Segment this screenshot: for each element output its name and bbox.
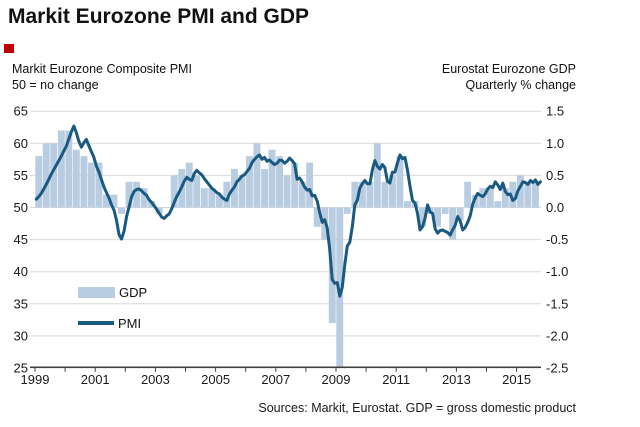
x-tick-label: 2009 xyxy=(322,372,351,387)
left-axis-subtitle-line2: 50 = no change xyxy=(12,78,99,92)
left-tick-label: 40 xyxy=(14,264,28,279)
left-tick-label: 60 xyxy=(14,136,28,151)
left-tick-label: 55 xyxy=(14,168,28,183)
right-axis-subtitle-line1: Eurostat Eurozone GDP xyxy=(441,62,576,76)
x-tick-label: 2007 xyxy=(261,372,290,387)
gdp-bar-swatch-icon xyxy=(78,286,115,298)
left-tick-label: 65 xyxy=(14,104,28,119)
right-tick-label: -0.5 xyxy=(546,232,568,247)
legend-item-gdp: GDP xyxy=(78,284,147,300)
x-tick-label: 2013 xyxy=(442,372,471,387)
red-marker xyxy=(4,44,14,53)
x-tick-label: 1999 xyxy=(21,372,50,387)
page-title: Markit Eurozone PMI and GDP xyxy=(8,5,310,28)
x-axis: 1999 2001 2003 2005 2007 2009 2011 2013 2015 xyxy=(21,366,541,387)
y-axis-left-labels: 65 60 55 50 45 40 35 30 25 xyxy=(14,104,28,376)
x-tick-label: 2001 xyxy=(81,372,110,387)
legend-label-pmi: PMI xyxy=(118,315,142,331)
left-tick-label: 25 xyxy=(14,361,28,376)
right-axis-subtitle-line2: Quarterly % change xyxy=(465,78,576,92)
pmi-line xyxy=(34,124,542,298)
right-tick-label: -1.0 xyxy=(546,264,568,279)
x-tick-label: 2015 xyxy=(502,372,531,387)
y-axis-right-labels: 1.5 1.0 0.5 0.0 -0.5 -1.0 -1.5 -2.0 -2.5 xyxy=(546,104,568,376)
right-tick-label: -1.5 xyxy=(546,296,568,311)
left-axis-subtitle-line1: Markit Eurozone Composite PMI xyxy=(12,62,192,76)
left-tick-label: 45 xyxy=(14,232,28,247)
legend-item-pmi: PMI xyxy=(78,315,147,331)
right-tick-label: 1.5 xyxy=(546,104,564,119)
right-axis-subtitle: Eurostat Eurozone GDP Quarterly % change xyxy=(442,61,576,93)
right-tick-label: -2.0 xyxy=(546,328,568,343)
right-tick-label: 0.0 xyxy=(546,200,564,215)
left-tick-label: 30 xyxy=(14,328,28,343)
legend-label-gdp: GDP xyxy=(119,284,148,300)
x-tick-label: 2003 xyxy=(141,372,170,387)
left-tick-label: 50 xyxy=(14,200,28,215)
pmi-line-swatch-icon xyxy=(78,321,114,325)
left-axis-subtitle: Markit Eurozone Composite PMI 50 = no ch… xyxy=(12,61,192,93)
right-tick-label: 0.5 xyxy=(546,168,564,183)
right-tick-label: 1.0 xyxy=(546,136,564,151)
source-note: Sources: Markit, Eurostat. GDP = gross d… xyxy=(258,401,576,415)
right-tick-label: -2.5 xyxy=(546,361,568,376)
left-tick-label: 35 xyxy=(14,296,28,311)
x-tick-label: 2011 xyxy=(382,372,410,387)
chart-legend: GDP PMI xyxy=(78,284,147,346)
x-tick-label: 2005 xyxy=(201,372,230,387)
